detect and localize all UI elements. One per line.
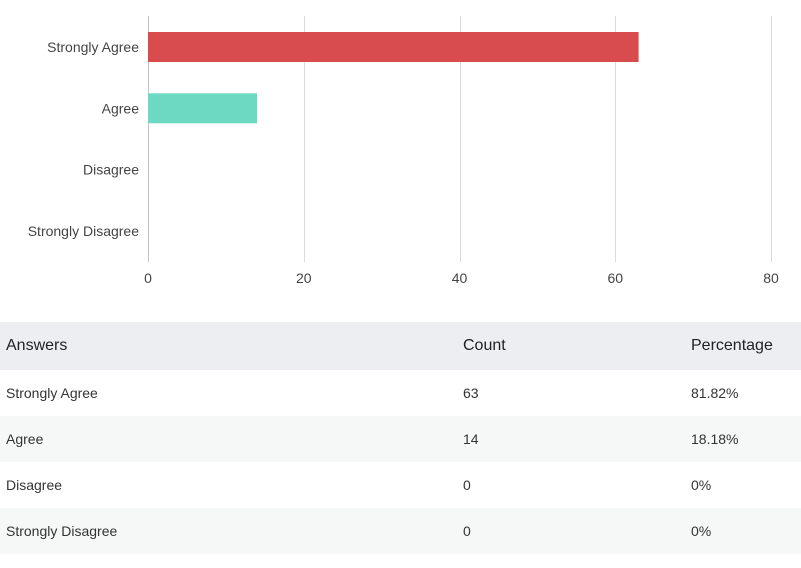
category-label: Strongly Agree [47, 39, 139, 55]
x-tick-label: 40 [452, 270, 468, 286]
count-cell: 63 [457, 370, 685, 416]
table-row: Agree 14 18.18% [0, 416, 801, 462]
count-cell: 0 [457, 508, 685, 554]
count-cell: 14 [457, 416, 685, 462]
category-label: Disagree [83, 162, 139, 178]
count-cell: 0 [457, 462, 685, 508]
bar [148, 32, 639, 62]
x-tick-label: 80 [763, 270, 779, 286]
answer-cell: Disagree [0, 462, 457, 508]
table-row: Disagree 0 0% [0, 462, 801, 508]
x-tick-label: 0 [144, 270, 152, 286]
results-table: Answers Count Percentage Strongly Agree … [0, 322, 801, 554]
answer-cell: Strongly Disagree [0, 508, 457, 554]
x-tick-label: 20 [296, 270, 312, 286]
category-label: Strongly Disagree [28, 223, 139, 239]
table-header-row: Answers Count Percentage [0, 322, 801, 370]
percentage-cell: 0% [685, 462, 801, 508]
table-row: Strongly Agree 63 81.82% [0, 370, 801, 416]
percentage-cell: 18.18% [685, 416, 801, 462]
bar [148, 93, 258, 124]
percentage-cell: 81.82% [685, 370, 801, 416]
percentage-cell: 0% [685, 508, 801, 554]
answer-cell: Strongly Agree [0, 370, 457, 416]
bar-chart: 0 20 40 60 80 Strongly Agree Agree Disagree Stro… [28, 16, 779, 286]
table-row: Strongly Disagree 0 0% [0, 508, 801, 554]
x-tick-label: 60 [607, 270, 623, 286]
category-label: Agree [102, 100, 140, 116]
header-percentage: Percentage [685, 322, 801, 370]
answer-cell: Agree [0, 416, 457, 462]
header-answers: Answers [0, 322, 457, 370]
header-count: Count [457, 322, 685, 370]
